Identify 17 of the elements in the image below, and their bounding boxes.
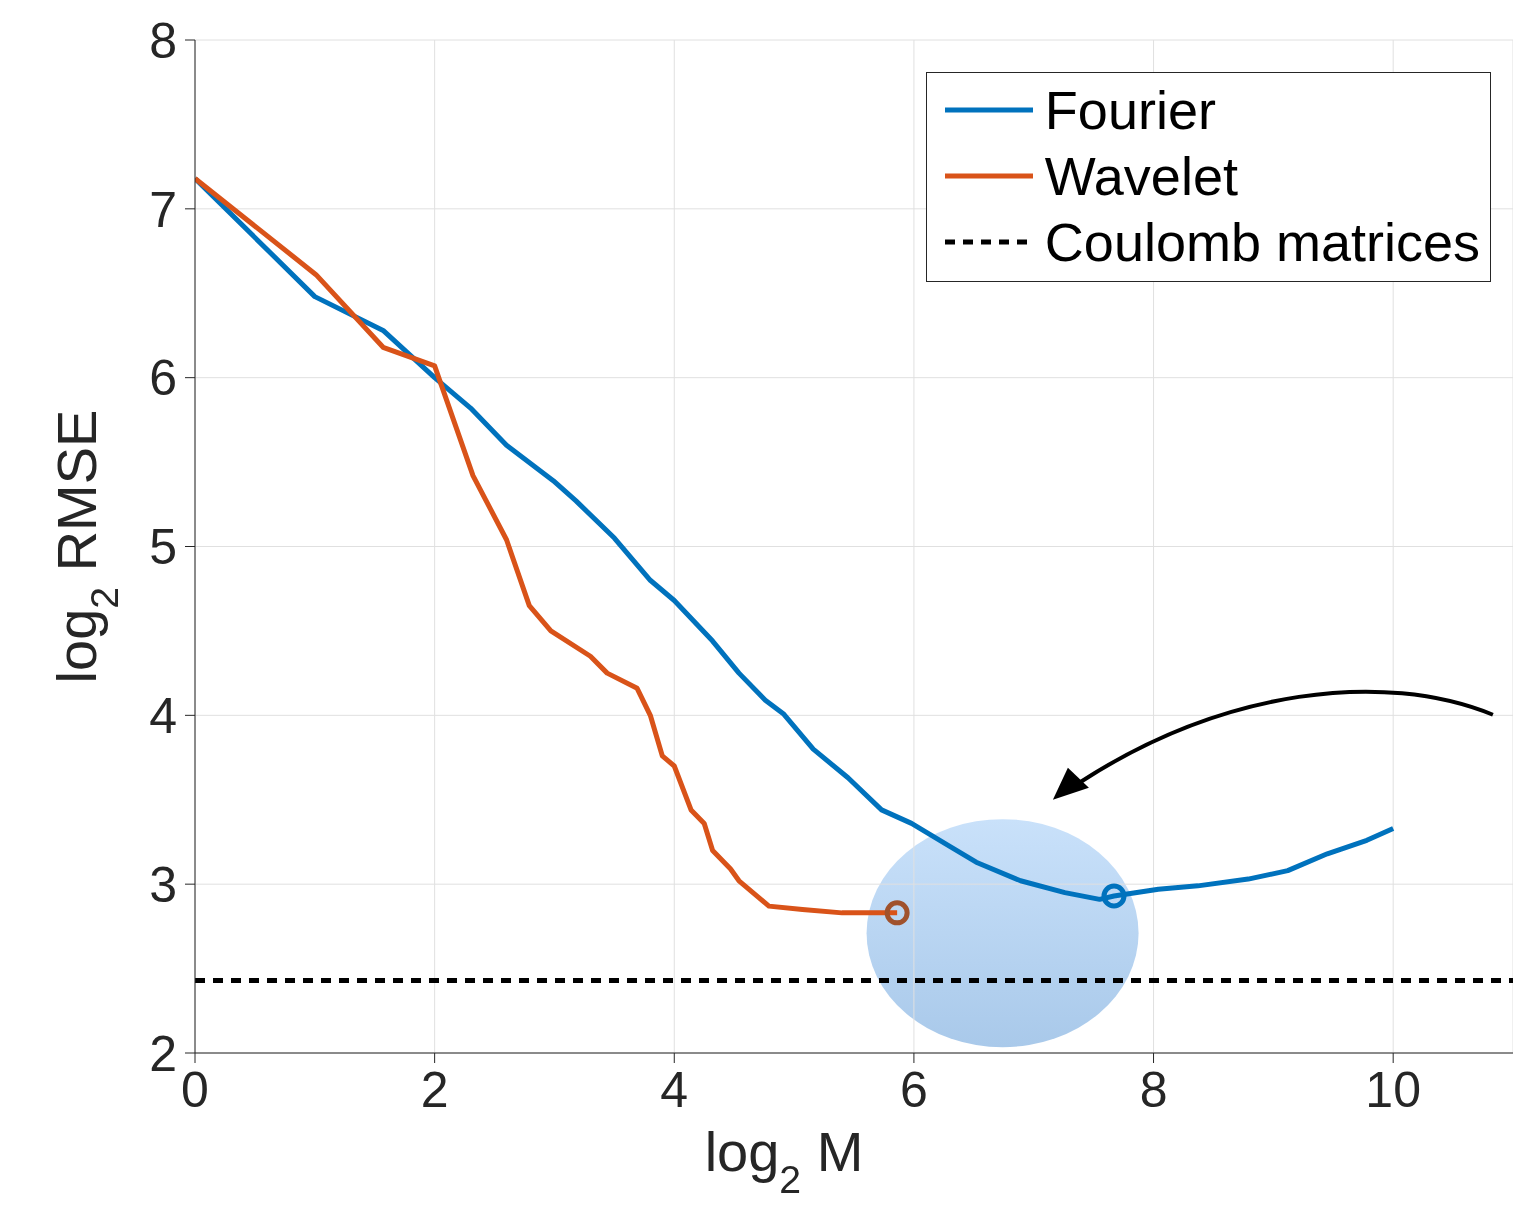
y-tick-label: 6 (149, 350, 177, 407)
legend-label: Coulomb matrices (1044, 211, 1480, 273)
legend-label: Wavelet (1044, 145, 1238, 207)
y-tick-label: 7 (149, 181, 177, 238)
x-tick-label: 6 (900, 1061, 928, 1118)
y-tick-label: 3 (149, 856, 177, 913)
x-tick-label: 2 (420, 1061, 449, 1118)
x-tick-label: 4 (660, 1061, 689, 1118)
y-tick-label: 8 (149, 12, 177, 69)
legend-label: Fourier (1044, 79, 1216, 141)
y-tick-label: 2 (149, 1025, 177, 1082)
x-tick-label: 8 (1139, 1061, 1168, 1118)
x-axis-title: log$_{2}$ M (704, 1120, 864, 1201)
x-tick-label: 10 (1365, 1061, 1421, 1118)
y-tick-label: 5 (149, 519, 177, 576)
y-tick-label: 4 (149, 688, 177, 745)
x-tick-label: 0 (181, 1061, 209, 1118)
